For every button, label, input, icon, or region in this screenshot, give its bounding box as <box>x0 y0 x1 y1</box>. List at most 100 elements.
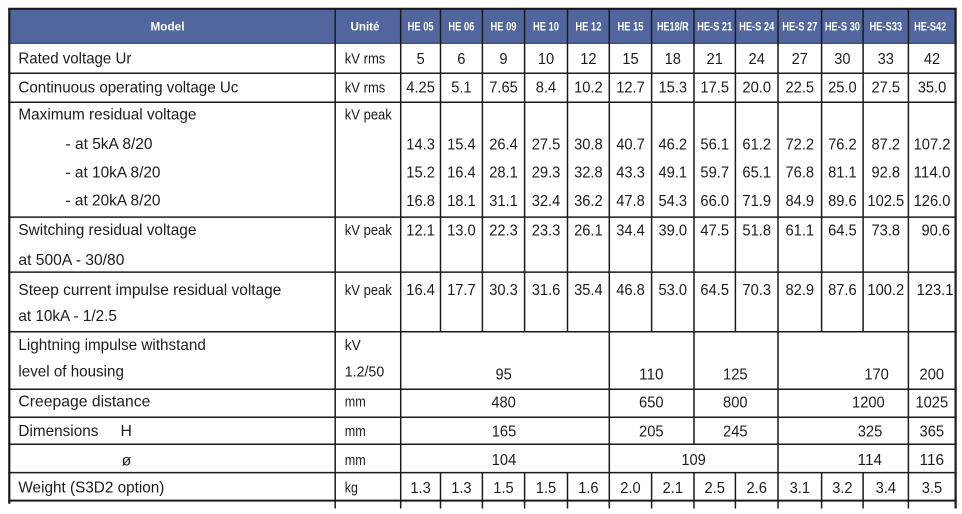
svg-text:16.4: 16.4 <box>447 165 476 182</box>
svg-text:27: 27 <box>792 51 808 68</box>
svg-text:27.5: 27.5 <box>532 137 561 154</box>
svg-text:87.6: 87.6 <box>828 282 857 299</box>
svg-text:16.8: 16.8 <box>406 193 435 210</box>
svg-text:64.5: 64.5 <box>828 223 857 240</box>
svg-text:kV peak: kV peak <box>345 223 393 239</box>
svg-text:480: 480 <box>491 395 516 412</box>
svg-text:- at 5kA 8/20: - at 5kA 8/20 <box>66 136 153 153</box>
svg-text:61.2: 61.2 <box>742 137 771 154</box>
svg-text:650: 650 <box>639 395 664 412</box>
svg-text:800: 800 <box>723 395 748 412</box>
svg-text:36.2: 36.2 <box>574 193 603 210</box>
svg-text:95: 95 <box>495 366 511 383</box>
svg-text:1.6: 1.6 <box>578 480 599 497</box>
svg-text:30.3: 30.3 <box>489 282 518 299</box>
svg-text:35.0: 35.0 <box>918 80 947 97</box>
svg-text:at 500A - 30/80: at 500A - 30/80 <box>18 252 124 269</box>
svg-text:kV peak: kV peak <box>345 108 393 124</box>
svg-text:70.3: 70.3 <box>742 282 771 299</box>
svg-text:76.2: 76.2 <box>828 137 857 154</box>
svg-text:14.3: 14.3 <box>406 137 435 154</box>
svg-text:116: 116 <box>920 452 945 469</box>
svg-text:47.5: 47.5 <box>700 223 729 240</box>
svg-text:92.8: 92.8 <box>872 165 901 182</box>
svg-text:8.4: 8.4 <box>536 80 557 97</box>
svg-text:110: 110 <box>639 366 664 383</box>
svg-text:40.7: 40.7 <box>616 137 645 154</box>
svg-text:5: 5 <box>417 51 425 68</box>
svg-text:4.25: 4.25 <box>406 80 435 97</box>
svg-text:87.2: 87.2 <box>872 137 901 154</box>
svg-text:1.2/50: 1.2/50 <box>345 364 384 380</box>
svg-text:HE18/R: HE18/R <box>657 21 689 34</box>
svg-text:Weight (S3D2 option): Weight (S3D2 option) <box>18 479 164 496</box>
svg-text:13.0: 13.0 <box>447 223 476 240</box>
svg-text:35.4: 35.4 <box>574 282 603 299</box>
svg-text:53.0: 53.0 <box>659 282 688 299</box>
svg-text:Steep current impulse residual: Steep current impulse residual voltage <box>18 282 281 299</box>
svg-text:kg: kg <box>345 480 358 496</box>
svg-text:HE-S42: HE-S42 <box>914 21 947 34</box>
svg-text:1200: 1200 <box>852 395 885 412</box>
svg-text:1.3: 1.3 <box>451 480 472 497</box>
svg-text:HE-S33: HE-S33 <box>869 21 902 34</box>
svg-text:100.2: 100.2 <box>867 282 904 299</box>
svg-text:71.9: 71.9 <box>742 193 771 210</box>
svg-text:Rated voltage Ur: Rated voltage Ur <box>18 50 131 67</box>
svg-text:61.1: 61.1 <box>786 223 815 240</box>
svg-text:Model: Model <box>151 21 185 34</box>
svg-text:HE 15: HE 15 <box>618 21 644 34</box>
svg-text:49.1: 49.1 <box>659 165 688 182</box>
svg-text:65.1: 65.1 <box>742 165 771 182</box>
svg-text:365: 365 <box>920 423 945 440</box>
svg-text:12.7: 12.7 <box>616 80 645 97</box>
svg-text:245: 245 <box>723 423 748 440</box>
svg-text:23.3: 23.3 <box>532 223 561 240</box>
svg-text:126.0: 126.0 <box>914 193 951 210</box>
svg-text:Continuous operating voltage U: Continuous operating voltage Uc <box>18 79 238 96</box>
svg-text:18.1: 18.1 <box>447 193 476 210</box>
svg-text:12.1: 12.1 <box>406 223 435 240</box>
svg-text:kV peak: kV peak <box>345 283 393 299</box>
svg-text:HE-S 21: HE-S 21 <box>697 21 732 34</box>
svg-text:32.4: 32.4 <box>532 193 561 210</box>
svg-text:HE 12: HE 12 <box>575 21 601 34</box>
svg-text:107.2: 107.2 <box>914 137 951 154</box>
svg-text:26.1: 26.1 <box>574 223 603 240</box>
svg-text:29.3: 29.3 <box>532 165 561 182</box>
svg-text:24: 24 <box>749 51 765 68</box>
svg-text:ø: ø <box>122 452 132 469</box>
svg-text:200: 200 <box>920 366 945 383</box>
svg-text:325: 325 <box>858 423 883 440</box>
svg-text:102.5: 102.5 <box>867 193 904 210</box>
svg-text:15: 15 <box>622 51 638 68</box>
svg-text:9: 9 <box>499 51 507 68</box>
svg-text:73.8: 73.8 <box>872 223 901 240</box>
svg-text:84.9: 84.9 <box>786 193 815 210</box>
svg-text:25.0: 25.0 <box>828 80 857 97</box>
svg-text:Dimensions: Dimensions <box>18 423 98 440</box>
svg-text:2.1: 2.1 <box>663 480 684 497</box>
svg-text:114: 114 <box>858 452 883 469</box>
svg-text:89.6: 89.6 <box>828 193 857 210</box>
svg-text:170: 170 <box>864 366 889 383</box>
svg-text:31.1: 31.1 <box>489 193 518 210</box>
svg-text:72.2: 72.2 <box>786 137 815 154</box>
svg-text:66.0: 66.0 <box>700 193 729 210</box>
svg-text:- at 10kA 8/20: - at 10kA 8/20 <box>66 164 161 181</box>
svg-text:1.3: 1.3 <box>410 480 431 497</box>
svg-text:16.4: 16.4 <box>406 282 435 299</box>
svg-text:2.6: 2.6 <box>747 480 768 497</box>
svg-text:Unité: Unité <box>351 21 380 34</box>
svg-text:17.5: 17.5 <box>700 80 729 97</box>
svg-text:51.8: 51.8 <box>742 223 771 240</box>
svg-text:12: 12 <box>580 51 596 68</box>
svg-text:104: 104 <box>492 452 517 469</box>
svg-text:30: 30 <box>834 51 850 68</box>
svg-text:76.8: 76.8 <box>786 165 815 182</box>
svg-text:22.3: 22.3 <box>489 223 518 240</box>
svg-text:HE-S 30: HE-S 30 <box>825 21 860 34</box>
svg-text:22.5: 22.5 <box>786 80 815 97</box>
svg-text:HE-S 24: HE-S 24 <box>739 21 774 34</box>
svg-text:39.0: 39.0 <box>659 223 688 240</box>
